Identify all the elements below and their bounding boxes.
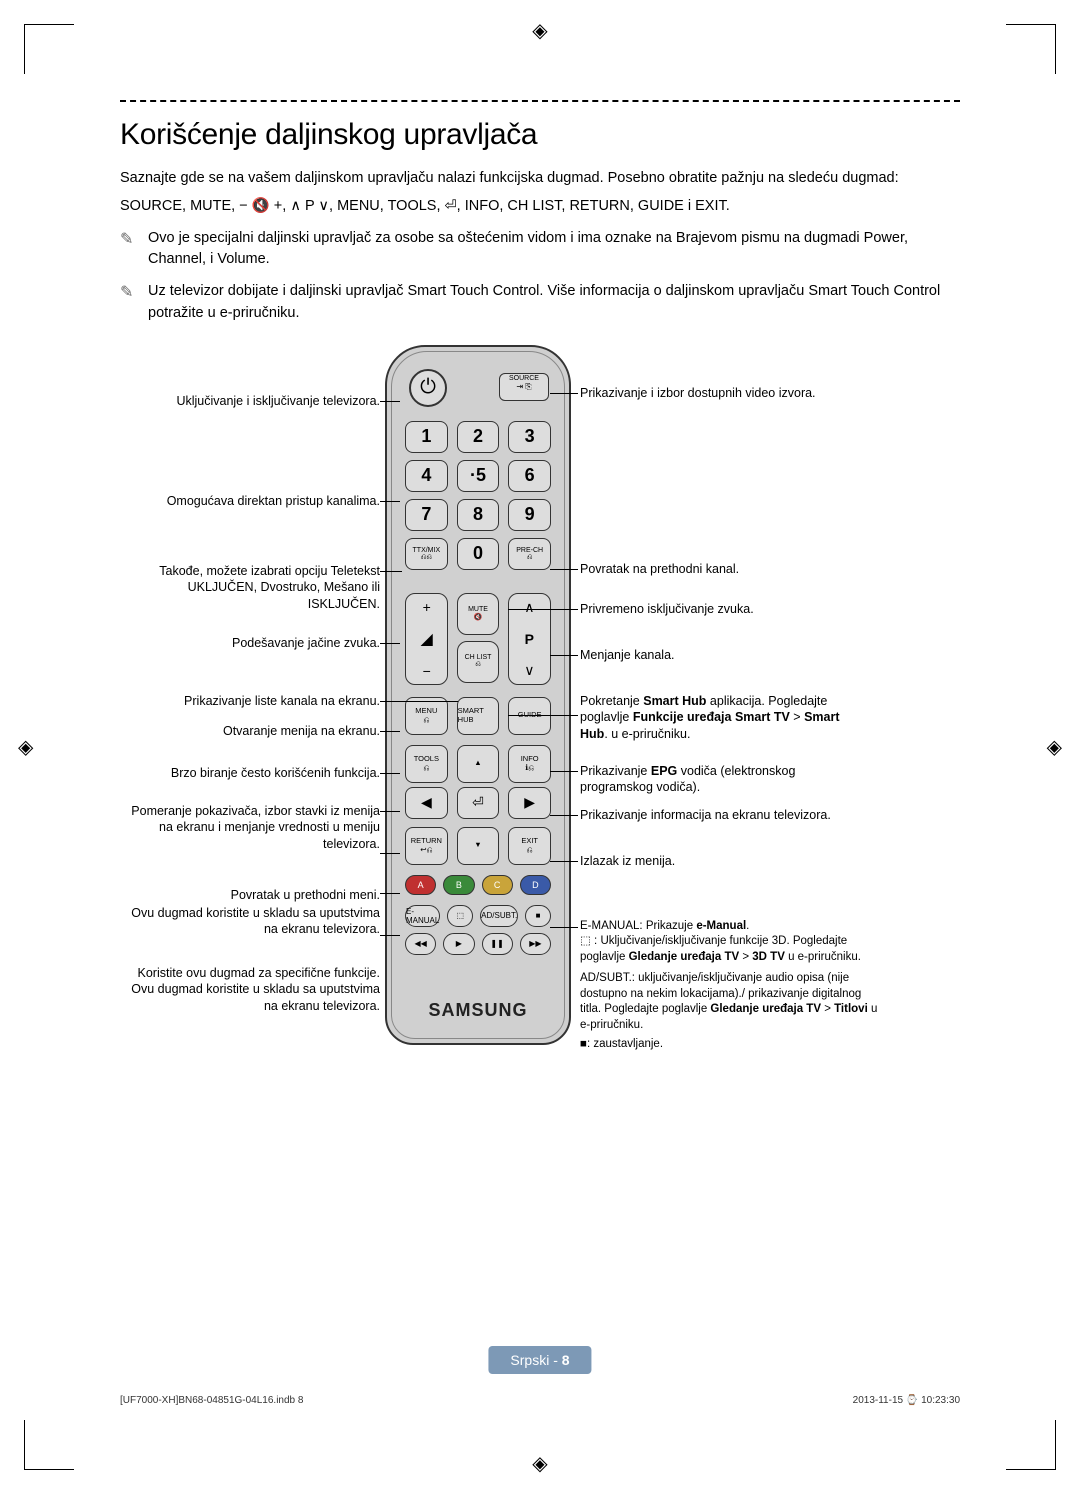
return-button[interactable]: RETURN↩⎌ bbox=[405, 827, 448, 865]
call-menu: Otvaranje menija na ekranu. bbox=[120, 723, 380, 740]
menu-button[interactable]: MENU⎌ bbox=[405, 697, 448, 735]
color-c[interactable]: C bbox=[482, 875, 513, 895]
num-3[interactable]: 3 bbox=[508, 421, 551, 453]
color-d[interactable]: D bbox=[520, 875, 551, 895]
call-media: Koristite ovu dugmad za specifične funkc… bbox=[120, 965, 380, 1016]
call-smart: Pokretanje Smart Hub aplikacija. Pogleda… bbox=[580, 693, 870, 744]
source-label: SOURCE bbox=[509, 375, 539, 382]
power-button[interactable]: ⏻ bbox=[409, 369, 447, 407]
info-button[interactable]: INFOℹ⎌ bbox=[508, 745, 551, 783]
remote-diagram: ⏻ SOURCE ⇥ ⎘ 1 2 3 4 ·5 6 bbox=[120, 345, 960, 1245]
call-dpad: Pomeranje pokazivača, izbor stavki iz me… bbox=[120, 803, 380, 854]
exit-button[interactable]: EXIT⎌ bbox=[508, 827, 551, 865]
call-guide: Prikazivanje EPG vodiča (elektronskog pr… bbox=[580, 763, 870, 797]
chlist-button[interactable]: CH LIST⎌ bbox=[457, 641, 498, 683]
call-emanual-block: E-MANUAL: Prikazuje e-Manual. ⬚ : Uključ… bbox=[580, 919, 880, 1053]
color-b[interactable]: B bbox=[443, 875, 474, 895]
right-button[interactable]: ▶ bbox=[508, 787, 551, 819]
call-source: Prikazivanje i izbor dostupnih video izv… bbox=[580, 385, 860, 402]
num-2[interactable]: 2 bbox=[457, 421, 500, 453]
stop-button[interactable]: ■ bbox=[525, 905, 551, 927]
call-chlist: Prikazivanje liste kanala na ekranu. bbox=[120, 693, 380, 710]
num-1[interactable]: 1 bbox=[405, 421, 448, 453]
section-divider bbox=[120, 100, 960, 102]
call-channels: Omogućava direktan pristup kanalima. bbox=[120, 493, 380, 510]
source-button[interactable]: SOURCE ⇥ ⎘ bbox=[499, 373, 549, 401]
mute-button[interactable]: MUTE🔇 bbox=[457, 593, 498, 635]
call-exit: Izlazak iz menija. bbox=[580, 853, 860, 870]
up-button[interactable]: ▲ bbox=[457, 745, 500, 783]
reg-mark-right: ◈ bbox=[1047, 735, 1062, 760]
smarthub-button[interactable]: SMART HUB bbox=[457, 697, 500, 735]
volume-rocker[interactable]: + ◢ − bbox=[405, 593, 448, 685]
call-ttx: Takođe, možete izabrati opciju Teletekst… bbox=[120, 563, 380, 614]
num-4[interactable]: 4 bbox=[405, 460, 448, 492]
crop-mark-bl bbox=[24, 1420, 74, 1470]
intro-text-2: SOURCE, MUTE, − 🔇 +, ∧ P ∨, MENU, TOOLS,… bbox=[120, 196, 960, 218]
num-9[interactable]: 9 bbox=[508, 499, 551, 531]
print-footline: [UF7000-XH]BN68-04851G-04L16.indb 8 2013… bbox=[120, 1395, 960, 1406]
channel-rocker[interactable]: ∧ P ∨ bbox=[508, 593, 551, 685]
prech-button[interactable]: PRE-CH⎌ bbox=[508, 538, 551, 570]
reg-mark-left: ◈ bbox=[18, 735, 33, 760]
emanual-button[interactable]: E-MANUAL bbox=[405, 905, 440, 927]
crop-mark-br bbox=[1006, 1420, 1056, 1470]
num-8[interactable]: 8 bbox=[457, 499, 500, 531]
call-info: Prikazivanje informacija na ekranu telev… bbox=[580, 807, 870, 824]
call-return: Povratak u prethodni meni. bbox=[120, 887, 380, 904]
bullet-text: Uz televizor dobijate i daljinski upravl… bbox=[148, 281, 960, 325]
number-pad: 1 2 3 4 ·5 6 7 8 9 TTX/MIX bbox=[405, 421, 551, 577]
num-0[interactable]: 0 bbox=[457, 538, 500, 570]
call-tools: Brzo biranje često korišćenih funkcija. bbox=[120, 765, 380, 782]
pause-button[interactable]: ❚❚ bbox=[482, 933, 513, 955]
ttx-button[interactable]: TTX/MIX⎌⎌ bbox=[405, 538, 448, 570]
play-button[interactable]: ▶ bbox=[443, 933, 474, 955]
call-mute: Privremeno isključivanje zvuka. bbox=[580, 601, 860, 618]
bullet-text: Ovo je specijalni daljinski upravljač za… bbox=[148, 228, 960, 272]
brand-label: SAMSUNG bbox=[387, 1000, 569, 1021]
bullet-icon: ✎ bbox=[120, 228, 138, 272]
3d-button[interactable]: ⬚ bbox=[447, 905, 473, 927]
guide-button[interactable]: GUIDE bbox=[508, 697, 551, 735]
page-footer: Srpski - 8 bbox=[488, 1346, 591, 1374]
call-prech: Povratak na prethodni kanal. bbox=[580, 561, 860, 578]
ff-button[interactable]: ▶▶ bbox=[520, 933, 551, 955]
reg-mark-top: ◈ bbox=[532, 18, 547, 43]
adsubt-button[interactable]: AD/SUBT. bbox=[480, 905, 518, 927]
tools-button[interactable]: TOOLS⎌ bbox=[405, 745, 448, 783]
num-6[interactable]: 6 bbox=[508, 460, 551, 492]
left-button[interactable]: ◀ bbox=[405, 787, 448, 819]
rw-button[interactable]: ◀◀ bbox=[405, 933, 436, 955]
reg-mark-bot: ◈ bbox=[532, 1451, 547, 1476]
crop-mark-tr bbox=[1006, 24, 1056, 74]
remote-control: ⏻ SOURCE ⇥ ⎘ 1 2 3 4 ·5 6 bbox=[385, 345, 571, 1045]
bullet-item: ✎ Ovo je specijalni daljinski upravljač … bbox=[120, 228, 960, 272]
bullet-icon: ✎ bbox=[120, 281, 138, 325]
bullet-item: ✎ Uz televizor dobijate i daljinski upra… bbox=[120, 281, 960, 325]
intro-text-1: Saznajte gde se na vašem daljinskom upra… bbox=[120, 168, 960, 190]
ok-button[interactable]: ⏎ bbox=[457, 787, 500, 819]
page-title: Korišćenje daljinskog upravljača bbox=[120, 118, 960, 152]
num-7[interactable]: 7 bbox=[405, 499, 448, 531]
crop-mark-tl bbox=[24, 24, 74, 74]
call-power: Uključivanje i isključivanje televizora. bbox=[120, 393, 380, 410]
num-5[interactable]: ·5 bbox=[457, 460, 500, 492]
color-a[interactable]: A bbox=[405, 875, 436, 895]
call-p: Menjanje kanala. bbox=[580, 647, 860, 664]
down-button[interactable]: ▼ bbox=[457, 827, 500, 865]
call-colors: Ovu dugmad koristite u skladu sa uputstv… bbox=[120, 905, 380, 939]
call-vol: Podešavanje jačine zvuka. bbox=[120, 635, 380, 652]
